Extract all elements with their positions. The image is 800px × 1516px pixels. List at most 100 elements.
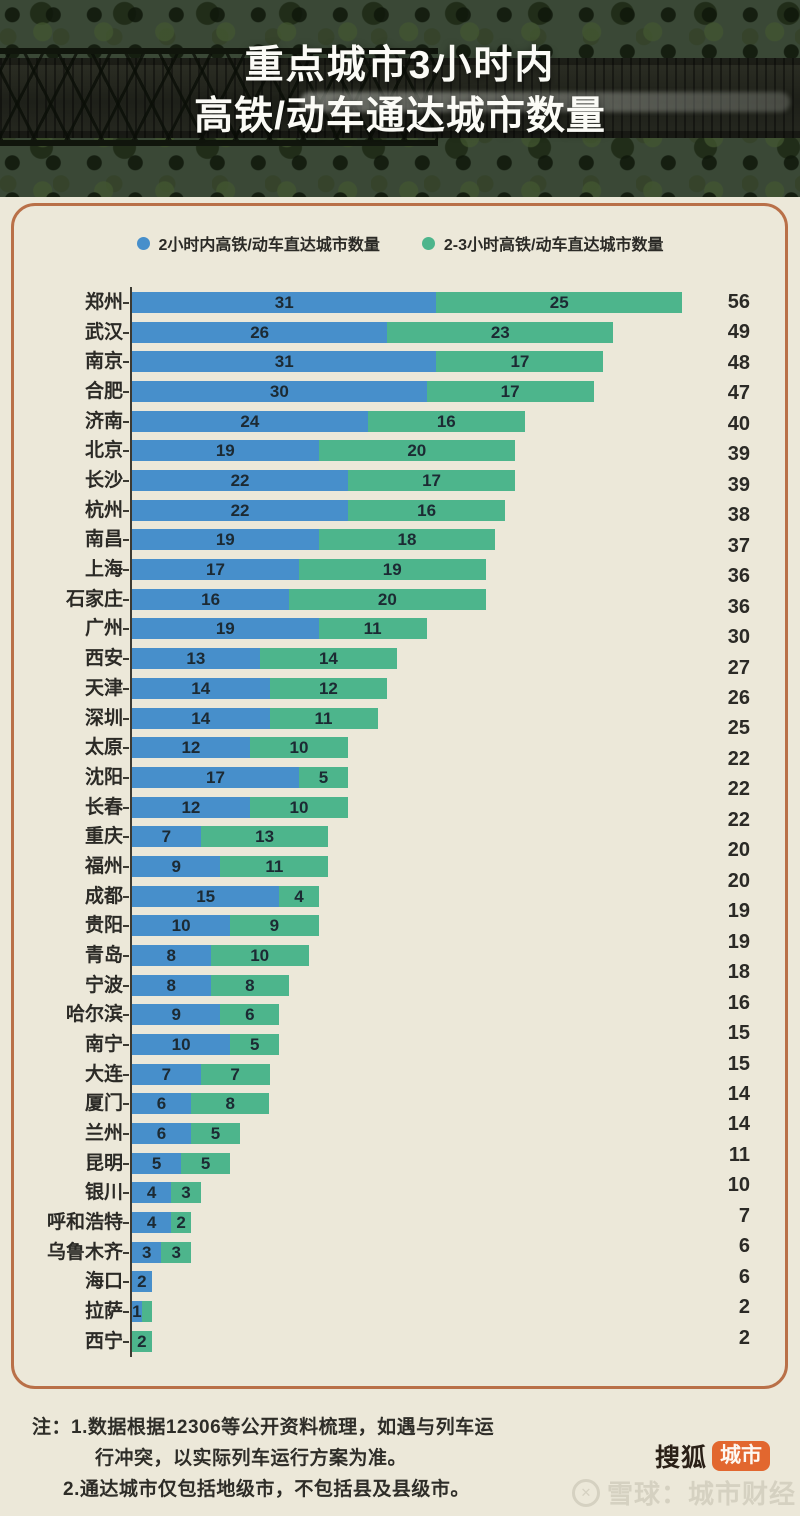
bar-value-label: 8 xyxy=(245,975,255,995)
row-total: 20 xyxy=(727,869,750,892)
bar-row: 宁波 8 8 xyxy=(0,974,800,996)
row-total: 22 xyxy=(727,808,750,831)
bar-row: 沈阳 17 5 xyxy=(0,766,800,788)
bar-segment-2h: 8 xyxy=(132,974,211,996)
bar-value-label: 15 xyxy=(196,886,216,906)
bar-segment-2-3h: 11 xyxy=(318,618,427,640)
bar-segment-2-3h: 14 xyxy=(259,648,398,670)
bar-value-label: 10 xyxy=(171,1035,191,1054)
axis-tick xyxy=(123,1014,129,1017)
legend-dot-blue-icon xyxy=(136,236,150,250)
axis-tick xyxy=(123,569,129,572)
bar-row: 石家庄 16 20 xyxy=(0,588,800,610)
axis-tick xyxy=(123,361,129,364)
city-label: 重庆 xyxy=(84,826,123,848)
city-label: 长沙 xyxy=(84,470,123,492)
row-total: 16 xyxy=(727,991,750,1014)
totals-column: 56 49 48 47 40 39 39 38 37 36 36 30 27 26 25 22 22 22 20 20… xyxy=(680,292,750,1362)
y-axis-line xyxy=(130,287,132,1357)
stacked-bar: 26 23 xyxy=(132,321,614,343)
legend-label-2h: 2小时内高铁/动车直达城市数量 xyxy=(158,237,380,254)
city-label: 武汉 xyxy=(84,321,123,343)
stacked-bar: 14 12 xyxy=(132,677,388,699)
bar-value-label: 16 xyxy=(436,411,456,431)
row-total: 14 xyxy=(727,1082,750,1105)
bar-row: 武汉 26 23 xyxy=(0,321,800,343)
bar-row: 兰州 6 5 xyxy=(0,1123,800,1145)
city-label: 天津 xyxy=(84,677,123,699)
bar-row: 杭州 22 16 xyxy=(0,499,800,521)
bar-segment-2-3h: 8 xyxy=(210,974,290,996)
axis-tick xyxy=(123,658,129,661)
row-total: 36 xyxy=(727,595,750,618)
bar-row: 青岛 8 10 xyxy=(0,944,800,966)
axis-tick xyxy=(123,1073,129,1076)
xueqiu-circle-x-icon: ✕ xyxy=(571,1478,600,1507)
city-label: 沈阳 xyxy=(84,766,123,788)
bar-segment-2-3h: 6 xyxy=(220,1004,280,1026)
bar-segment-2h: 4 xyxy=(132,1182,172,1204)
axis-tick xyxy=(123,1192,129,1195)
bar-value-label: 5 xyxy=(200,1153,211,1173)
legend-label-2-3h: 2-3小时高铁/动车直达城市数量 xyxy=(443,237,664,254)
stacked-bar: 10 5 xyxy=(132,1034,280,1055)
bar-segment-2h: 17 xyxy=(132,559,299,581)
axis-tick xyxy=(123,984,129,987)
bar-segment-2h: 22 xyxy=(132,499,349,521)
bar-value-label: 8 xyxy=(166,975,177,995)
bar-row: 长沙 22 17 xyxy=(0,470,800,492)
axis-tick xyxy=(123,925,129,928)
bar-segment-2-3h: 9 xyxy=(230,915,319,937)
bar-segment-2-3h: 23 xyxy=(387,321,614,343)
bar-segment-2h: 7 xyxy=(132,1063,201,1085)
bar-segment-2-3h: 16 xyxy=(348,499,506,521)
axis-tick xyxy=(123,509,129,512)
bar-value-label: 17 xyxy=(500,382,520,402)
bar-row: 南宁 10 5 xyxy=(0,1034,800,1055)
row-total: 14 xyxy=(727,1113,750,1136)
city-label: 济南 xyxy=(84,410,123,432)
bar-segment-2h: 5 xyxy=(132,1152,182,1174)
axis-tick xyxy=(123,420,129,423)
bar-row: 长春 12 10 xyxy=(0,796,800,818)
bar-row: 大连 7 7 xyxy=(0,1063,800,1085)
bar-segment-2-3h: 5 xyxy=(181,1152,231,1174)
axis-tick xyxy=(123,1162,129,1165)
bar-segment-2h: 7 xyxy=(132,826,201,848)
bar-segment-2h: 6 xyxy=(132,1093,191,1115)
city-label: 呼和浩特 xyxy=(46,1212,123,1234)
bar-value-label: 3 xyxy=(171,1242,181,1262)
bar-segment-2-3h: 4 xyxy=(279,885,319,907)
row-total: 22 xyxy=(727,778,750,801)
axis-tick xyxy=(123,1044,129,1046)
row-total: 10 xyxy=(727,1174,750,1197)
bar-row: 重庆 7 13 xyxy=(0,826,800,848)
stacked-bar: 17 19 xyxy=(132,559,486,581)
city-label: 南宁 xyxy=(84,1034,123,1055)
bar-segment-2h: 14 xyxy=(132,707,270,729)
row-total: 30 xyxy=(727,626,750,649)
axis-tick xyxy=(123,1281,129,1284)
bar-value-label: 6 xyxy=(245,1005,255,1025)
row-total: 11 xyxy=(728,1143,750,1166)
bar-value-label: 13 xyxy=(255,827,275,847)
bar-value-label: 26 xyxy=(250,322,270,342)
bar-segment-2-3h: 16 xyxy=(367,410,525,432)
row-total: 18 xyxy=(727,961,750,984)
axis-tick xyxy=(123,1251,129,1254)
bar-value-label: 12 xyxy=(181,738,201,758)
city-label: 北京 xyxy=(84,440,123,462)
chart-legend: 2小时内高铁/动车直达城市数量 2-3小时高铁/动车直达城市数量 xyxy=(0,231,800,255)
bar-value-label: 5 xyxy=(210,1124,221,1144)
bar-value-label: 10 xyxy=(289,797,309,817)
row-total: 39 xyxy=(727,473,750,496)
row-total: 15 xyxy=(727,1022,750,1045)
stacked-bar: 9 11 xyxy=(132,855,329,877)
bar-segment-2h: 24 xyxy=(132,410,368,432)
bar-segment-2-3h xyxy=(141,1301,152,1323)
city-label: 青岛 xyxy=(84,944,123,966)
bar-value-label: 18 xyxy=(397,530,417,550)
bar-value-label: 30 xyxy=(269,382,289,402)
